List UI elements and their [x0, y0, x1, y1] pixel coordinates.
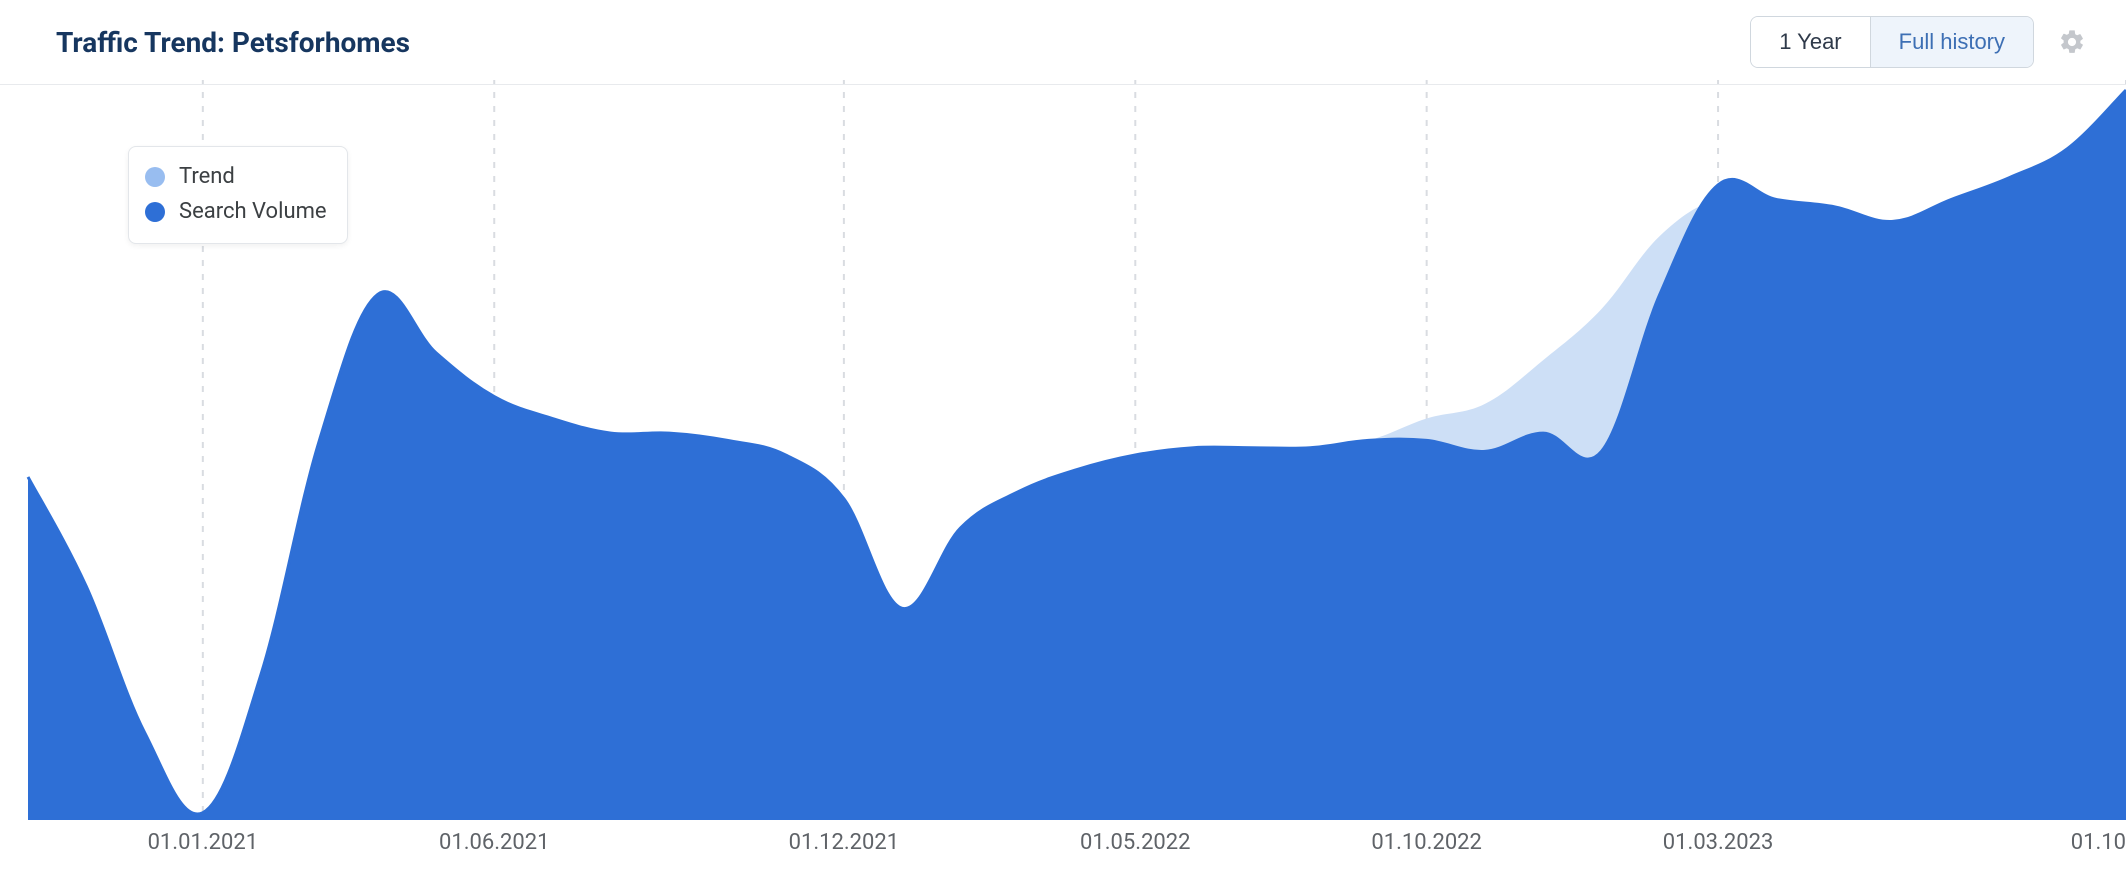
legend-dot-search-volume	[145, 202, 165, 222]
card-title: Traffic Trend: Petsforhomes	[56, 26, 410, 59]
legend-item-search-volume: Search Volume	[145, 194, 327, 229]
range-full-history-button[interactable]: Full history	[1870, 17, 2033, 67]
legend-item-trend: Trend	[145, 159, 327, 194]
x-axis-tick-label: 01.03.2023	[1663, 830, 1774, 855]
x-axis-tick-label: 01.01.2021	[148, 830, 259, 855]
x-axis-tick-label: 01.12.2021	[789, 830, 900, 855]
x-axis-tick-label: 01.05.2022	[1080, 830, 1191, 855]
traffic-trend-card: Traffic Trend: Petsforhomes 1 Year Full …	[0, 0, 2126, 880]
legend-label-trend: Trend	[179, 159, 235, 194]
x-axis-labels: 01.01.2021 01.06.2021 01.12.2021 01.05.2022…	[0, 830, 2126, 860]
card-header: Traffic Trend: Petsforhomes 1 Year Full …	[0, 0, 2126, 85]
header-controls: 1 Year Full history	[1750, 16, 2086, 68]
legend-dot-trend	[145, 167, 165, 187]
x-axis-tick-label: 01.10.2023	[2071, 830, 2126, 855]
legend-label-search-volume: Search Volume	[179, 194, 327, 229]
chart-legend: Trend Search Volume	[128, 146, 348, 244]
x-axis-tick-label: 01.06.2021	[439, 830, 550, 855]
time-range-toggle: 1 Year Full history	[1750, 16, 2034, 68]
x-axis-tick-label: 01.10.2022	[1371, 830, 1482, 855]
gear-icon[interactable]	[2058, 28, 2086, 56]
range-1-year-button[interactable]: 1 Year	[1751, 17, 1869, 67]
